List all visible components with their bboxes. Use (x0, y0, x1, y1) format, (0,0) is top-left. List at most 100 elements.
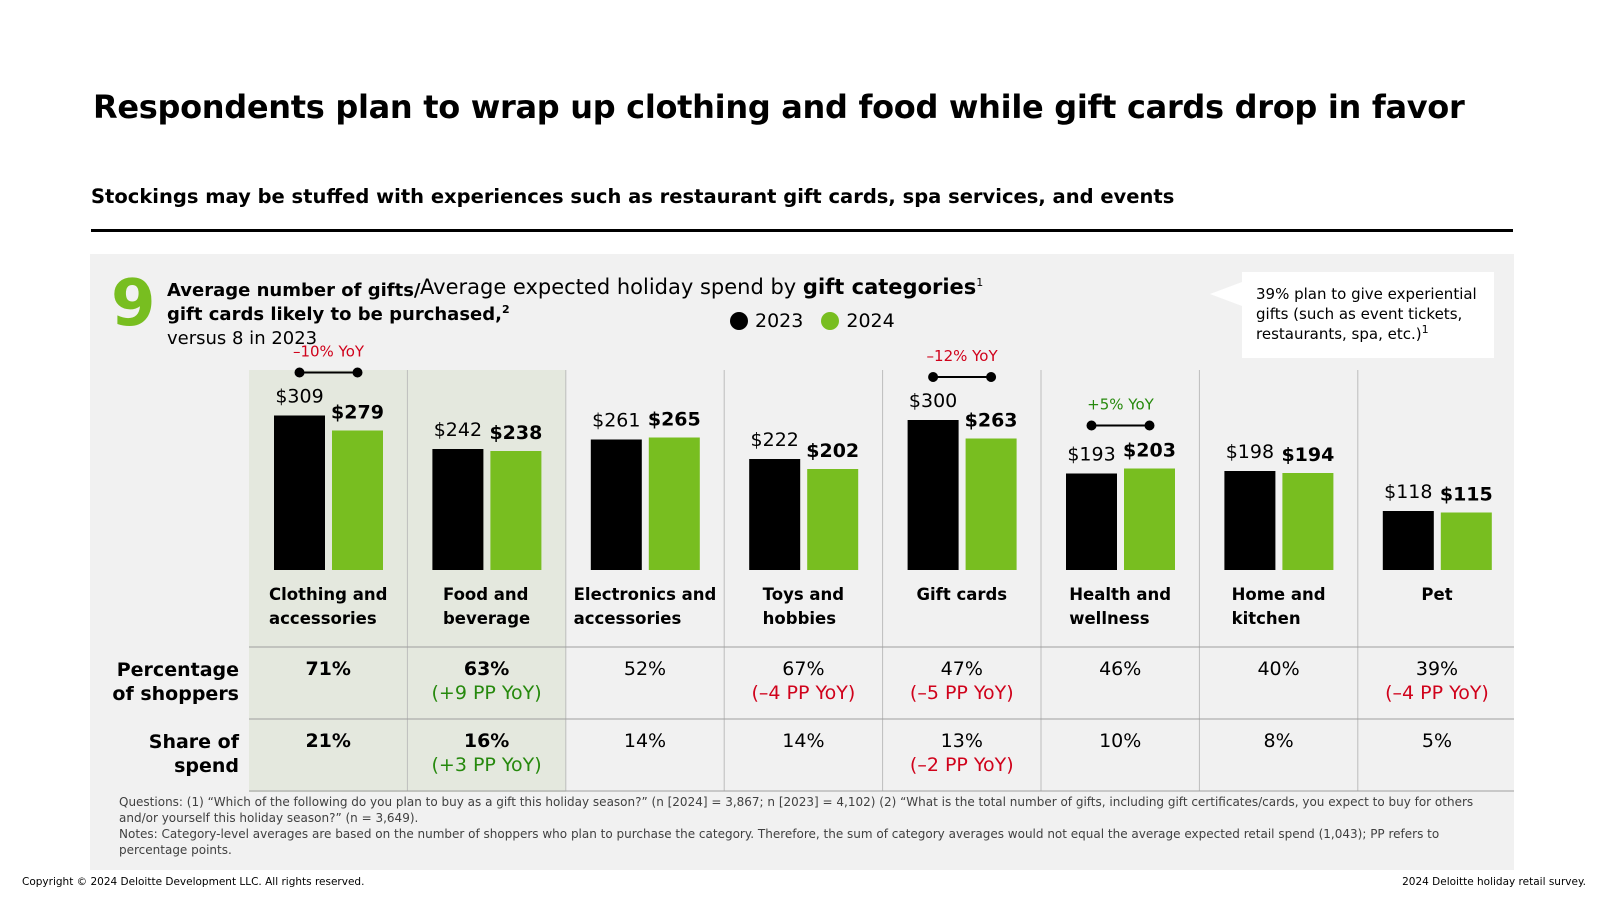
bar-2024 (332, 430, 383, 570)
share-cell: 13% (–2 PP YoY) (883, 729, 1041, 777)
value-label-2024: $238 (489, 422, 542, 444)
yoy-label: –10% YoY (293, 343, 365, 361)
category-label-line-2: hobbies (762, 609, 837, 628)
category-label: Health and wellness (1041, 583, 1199, 631)
value-label-2024: $202 (806, 440, 859, 462)
category-label: Food and beverage (407, 583, 565, 631)
bar-2023 (907, 420, 959, 570)
category-label: Gift cards (883, 583, 1041, 607)
category-label-text: Health and wellness (1069, 583, 1171, 631)
yoy-connector (294, 367, 363, 378)
category-label-line-1: Pet (1421, 585, 1453, 604)
gift-count-line-3: versus 8 in 2023 (167, 328, 318, 349)
category-label-line-1: Gift cards (916, 585, 1008, 604)
share-cell-value: 16% (463, 730, 510, 752)
copyright-text: Copyright © 2024 Deloitte Development LL… (22, 876, 365, 888)
category-label-line-1: Health and (1069, 585, 1172, 604)
chart-legend: 2023 2024 (730, 310, 895, 332)
value-label-2024: $194 (1281, 444, 1334, 466)
value-label-2024: $203 (1123, 440, 1176, 462)
share-cell-value: 14% (782, 730, 825, 752)
gift-count-footnote-ref: 2 (501, 303, 510, 316)
chart-title-bold: gift categories (802, 275, 977, 299)
category-label-text: Home and kitchen (1232, 583, 1326, 631)
percentage-cell: 46% (1041, 657, 1199, 681)
category-label-line-1: Toys and (762, 585, 845, 604)
percentage-cell: 63% (+9 PP YoY) (407, 657, 565, 705)
value-label-2023: $309 (275, 386, 323, 408)
percentage-cell-value: 39% (1415, 658, 1459, 680)
bar-2024 (1440, 512, 1492, 570)
gift-count-number: 9 (111, 267, 156, 341)
value-label-2023: $193 (1067, 444, 1115, 466)
value-label-2023: $300 (909, 390, 957, 412)
share-cell: 5% (1358, 729, 1516, 753)
gift-count-line-2: gift cards likely to be purchased,2 (167, 303, 510, 327)
value-label-2024: $115 (1440, 484, 1493, 506)
page-subtitle: Stockings may be stuffed with experience… (91, 185, 1175, 208)
category-label-line-1: Clothing and (269, 585, 388, 604)
bar-2024 (1282, 473, 1334, 570)
category-label: Toys and hobbies (724, 583, 882, 631)
legend-item-2023: 2023 (730, 310, 803, 332)
share-cell-value: 13% (940, 730, 983, 752)
footnote-questions: Questions: (1) “Which of the following d… (119, 795, 1474, 825)
category-label-line-2: kitchen (1231, 609, 1301, 628)
percentage-cell-value: 40% (1257, 658, 1300, 680)
category-label-line-2: accessories (269, 609, 377, 628)
value-label-2024: $265 (648, 409, 701, 431)
percentage-cell-value: 71% (305, 658, 351, 680)
callout-footnote-ref: 1 (1421, 323, 1429, 336)
percentage-cell-change: (–5 PP YoY) (909, 682, 1014, 704)
category-label-line-1: Food and (442, 585, 529, 604)
bar-2023 (274, 415, 325, 570)
share-cell: 14% (724, 729, 882, 753)
row-label-percentage-line-1: Percentage (116, 659, 239, 681)
share-cell-value: 8% (1263, 730, 1294, 752)
category-label-text: Electronics and accessories (574, 583, 717, 631)
category-label: Electronics and accessories (566, 583, 724, 631)
chart-title-footnote-ref: 1 (976, 276, 984, 289)
category-label: Pet (1358, 583, 1516, 607)
percentage-cell: 40% (1199, 657, 1357, 681)
callout-line-3-text: restaurants, spa, etc.) (1256, 325, 1422, 343)
title-divider (91, 229, 1513, 232)
bar-2024 (807, 469, 859, 570)
percentage-cell-value: 52% (623, 658, 667, 680)
legend-dot-2024 (821, 312, 840, 330)
category-label-line-2: wellness (1069, 609, 1150, 628)
legend-dot-2023 (730, 312, 748, 330)
yoy-connector (928, 372, 997, 382)
share-cell: 16% (+3 PP YoY) (407, 729, 565, 777)
bar-2023 (590, 439, 642, 570)
row-label-percentage-line-2: of shoppers (112, 683, 239, 705)
share-cell: 8% (1199, 729, 1357, 753)
footnote-notes: Notes: Category-level averages are based… (119, 827, 1440, 857)
bar-2023 (1382, 511, 1434, 570)
callout-pointer (1210, 282, 1242, 306)
percentage-cell-value: 47% (940, 658, 983, 680)
gift-count-line-2-text: gift cards likely to be purchased, (167, 304, 502, 325)
percentage-cell: 47% (–5 PP YoY) (883, 657, 1041, 705)
percentage-cell-value: 67% (782, 658, 825, 680)
source-text: 2024 Deloitte holiday retail survey. (1402, 876, 1586, 888)
bar-2023 (432, 449, 484, 570)
percentage-cell-value: 46% (1099, 658, 1142, 680)
percentage-cell: 67% (–4 PP YoY) (724, 657, 882, 705)
experiential-gifts-callout: 39% plan to give experiential gifts (suc… (1242, 272, 1494, 358)
yoy-connector (1086, 420, 1155, 431)
bar-2024 (1124, 468, 1175, 570)
category-label: Clothing and accessories (249, 583, 407, 631)
value-label-2023: $118 (1384, 481, 1432, 503)
bar-2024 (965, 438, 1017, 570)
bar-2023 (749, 459, 801, 570)
category-label-text: Pet (1421, 583, 1452, 607)
chart-title-prefix: Average expected holiday spend by (420, 275, 803, 299)
bar-2024 (490, 451, 542, 570)
bar-2023 (1066, 473, 1117, 570)
value-label-2024: $279 (331, 402, 384, 424)
percentage-cell-value: 63% (463, 658, 510, 680)
category-label-text: Food and beverage (443, 583, 530, 631)
category-label-text: Clothing and accessories (269, 583, 387, 631)
